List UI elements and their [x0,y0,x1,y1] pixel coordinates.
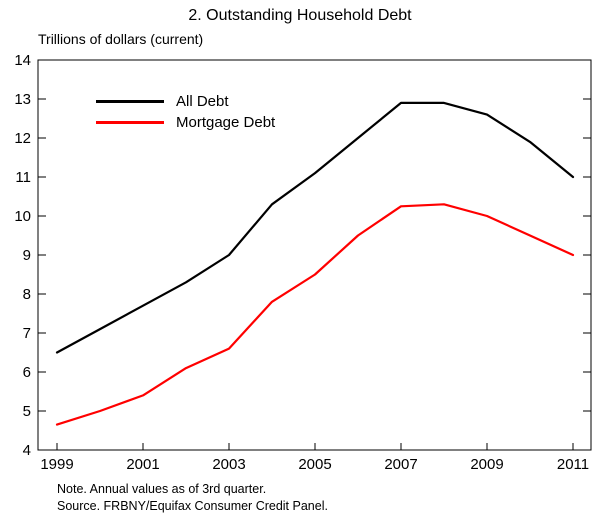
y-axis-label: 12 [14,130,31,147]
x-axis-label: 2011 [557,456,589,473]
mortgage-debt-line-swatch [96,121,164,124]
x-axis-label: 2005 [298,456,331,473]
x-axis-label: 1999 [40,456,73,473]
y-axis-label: 13 [14,91,31,108]
x-axis-label: 2007 [384,456,417,473]
legend: All Debt Mortgage Debt [96,91,275,133]
x-axis-label: 2001 [126,456,159,473]
y-axis-label: 7 [23,325,31,342]
legend-label-mortgage-debt: Mortgage Debt [176,114,276,131]
legend-item-all-debt: All Debt [96,91,275,112]
all-debt-line [55,101,575,354]
y-axis-label: 6 [23,364,31,381]
mortgage-debt-line [55,203,575,426]
y-axis-label: 5 [23,403,31,420]
chart-title: 2. Outstanding Household Debt [188,7,412,24]
legend-label-all-debt: All Debt [176,93,229,110]
x-axis-label: 2009 [470,456,503,473]
all-debt-line-swatch [96,100,164,103]
y-axis-label: 4 [23,442,31,459]
note-line: Note. Annual values as of 3rd quarter. [57,482,267,496]
y-axis-label: 14 [14,52,31,69]
y-axis-label: 10 [14,208,31,225]
footnotes: Note. Annual values as of 3rd quarter. S… [57,481,328,515]
source-line: Source. FRBNY/Equifax Consumer Credit Pa… [57,499,328,513]
y-axis-units-label: Trillions of dollars (current) [38,31,204,47]
y-axis-label: 11 [15,169,31,186]
legend-item-mortgage-debt: Mortgage Debt [96,112,275,133]
y-axis-label: 8 [23,286,31,303]
y-axis-label: 9 [23,247,31,264]
x-axis-label: 2003 [212,456,245,473]
